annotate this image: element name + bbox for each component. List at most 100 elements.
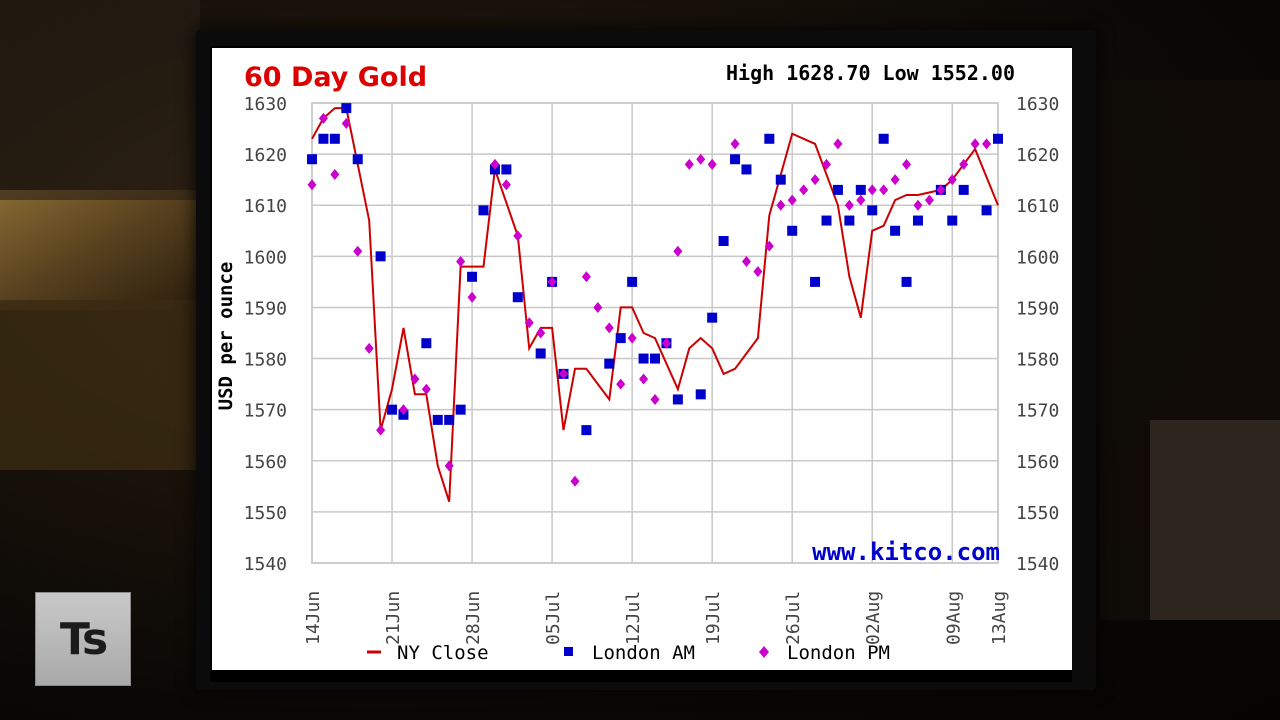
- legend-label: London AM: [592, 642, 695, 664]
- y-axis-label: USD per ounce: [215, 262, 237, 411]
- london-pm-point: [364, 342, 374, 354]
- y-tick-label-right: 1610: [1016, 196, 1059, 217]
- y-tick-label-left: 1570: [244, 401, 287, 422]
- london-pm-point: [627, 332, 637, 344]
- london-pm-point: [696, 153, 706, 165]
- logo-text: Ts: [59, 613, 108, 665]
- y-tick-label-right: 1590: [1016, 298, 1059, 319]
- london-am-point: [478, 205, 489, 216]
- london-pm-point: [822, 158, 831, 170]
- chart: 60 Day Gold High 1628.70 Low 1552.00 154…: [215, 61, 1060, 664]
- london-am-point: [958, 184, 969, 195]
- london-am-point: [512, 292, 523, 303]
- ny-close-line: [311, 107, 999, 503]
- london-am-point: [341, 103, 352, 114]
- london-pm-point: [924, 194, 934, 206]
- london-pm-point: [753, 266, 763, 278]
- london-pm-point: [673, 245, 683, 257]
- y-tick-label-left: 1620: [244, 145, 287, 166]
- legend: NY Close London AM London PM: [367, 642, 890, 664]
- london-am-point: [307, 154, 317, 165]
- london-pm-point: [890, 174, 900, 186]
- london-am-point: [787, 225, 798, 236]
- london-am-point: [901, 276, 912, 287]
- london-pm-point: [936, 184, 946, 196]
- london-pm-point: [833, 138, 843, 150]
- london-pm-point: [856, 194, 866, 206]
- london-am-point: [947, 215, 958, 226]
- london-pm-point: [661, 337, 671, 349]
- london-pm-point: [616, 378, 626, 390]
- london-am-point: [650, 353, 660, 364]
- london-am-point: [775, 174, 786, 185]
- y-tick-label-left: 1540: [244, 554, 287, 575]
- london-am-point: [867, 205, 878, 216]
- london-am-point: [912, 215, 923, 226]
- chart-panel: 60 Day Gold High 1628.70 Low 1552.00 154…: [212, 48, 1072, 670]
- london-pm-point: [947, 174, 957, 186]
- london-pm-point: [970, 138, 980, 150]
- london-pm-point: [902, 158, 912, 170]
- chart-title: 60 Day Gold: [244, 62, 427, 93]
- london-pm-point: [867, 184, 877, 196]
- london-am-point: [329, 133, 340, 144]
- london-pm-point: [376, 424, 386, 436]
- x-tick-label: 02Aug: [863, 591, 884, 645]
- london-pm-point: [787, 194, 797, 206]
- x-tick-label: 14Jun: [303, 591, 324, 645]
- y-tick-label-right: 1600: [1016, 247, 1059, 268]
- london-am-point: [695, 389, 706, 400]
- london-pm-point: [318, 112, 328, 124]
- london-pm-point: [776, 199, 786, 211]
- london-pm-point: [959, 158, 969, 170]
- london-am-point: [467, 271, 478, 282]
- london-pm-point: [513, 230, 523, 242]
- legend-square-swatch: [564, 647, 573, 656]
- x-tick-label: 28Jun: [463, 591, 484, 645]
- y-tick-label-left: 1630: [244, 94, 287, 115]
- y-tick-label-right: 1560: [1016, 452, 1059, 473]
- y-tick-label-right: 1630: [1016, 94, 1059, 115]
- london-am-point: [455, 404, 466, 415]
- london-am-point: [627, 276, 638, 287]
- grid: [311, 102, 999, 564]
- london-am-point: [855, 184, 866, 195]
- london-am-point: [375, 251, 386, 262]
- london-pm-point: [330, 169, 340, 181]
- y-tick-labels: 1540 1540 1550 1550 1560 1560 1570 1570 1580 1580…: [244, 94, 1060, 575]
- london-am-point: [890, 225, 901, 236]
- high-low-text: High 1628.70 Low 1552.00: [726, 61, 1015, 85]
- london-pm-point: [684, 158, 694, 170]
- legend-label: NY Close: [397, 642, 489, 664]
- london-am-point: [604, 358, 615, 369]
- london-pm-point: [536, 327, 546, 339]
- y-tick-label-left: 1590: [244, 298, 287, 319]
- london-pm-point: [353, 245, 363, 257]
- y-tick-label-left: 1560: [244, 452, 287, 473]
- x-tick-labels: 14Jun 21Jun 28Jun 05Jul 12Jul 19Jul 26Jul 02Aug…: [303, 591, 1010, 645]
- london-am-point: [981, 205, 992, 216]
- london-pm-point: [982, 138, 992, 150]
- y-tick-label-right: 1540: [1016, 554, 1059, 575]
- x-tick-label: 09Aug: [943, 591, 964, 645]
- london-pm-point: [879, 184, 889, 196]
- london-am-point: [387, 404, 398, 415]
- london-am-point: [718, 236, 729, 246]
- london-am-point: [638, 353, 649, 364]
- london-pm-point: [799, 184, 809, 196]
- london-pm-point: [501, 179, 511, 191]
- london-pm-point: [844, 199, 854, 211]
- london-am-point: [730, 154, 741, 165]
- london-am-point: [832, 184, 843, 195]
- kitco-watermark: www.kitco.com: [812, 538, 1000, 566]
- london-pm-point: [456, 255, 466, 267]
- london-am-point: [707, 312, 718, 323]
- london-pm-point: [650, 393, 660, 405]
- london-pm-point: [398, 404, 408, 416]
- london-pm-point: [524, 317, 534, 329]
- london-am-point: [581, 425, 592, 436]
- london-pm-point: [490, 158, 500, 170]
- london-am-point: [615, 333, 626, 344]
- london-am-point: [432, 414, 443, 425]
